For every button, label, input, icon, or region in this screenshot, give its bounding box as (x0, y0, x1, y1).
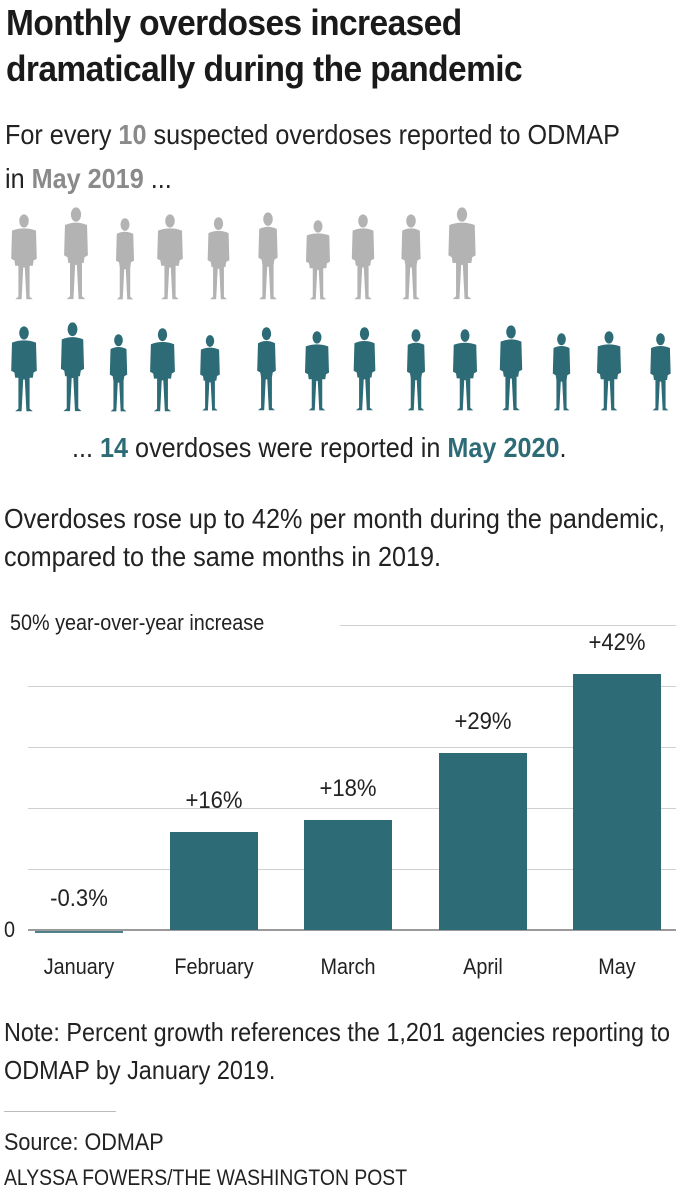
person-silhouette-icon (147, 327, 178, 413)
person-silhouette-icon (154, 213, 186, 301)
person-silhouette-icon (495, 324, 527, 412)
credit-line: ALYSSA FOWERS/THE WASHINGTON POST (4, 1165, 408, 1190)
person-silhouette-icon (252, 211, 284, 301)
zero-baseline (28, 929, 676, 931)
person-silhouette-icon (302, 330, 332, 412)
bar-february (170, 832, 258, 930)
bar-chart: 50% year-over-year increase 0 -0.3% January… (0, 600, 684, 1000)
period-2020: May 2020 (447, 432, 560, 463)
gridline (28, 686, 676, 687)
person-silhouette-icon (104, 333, 133, 413)
page-title: Monthly overdoses increased dramatically… (6, 0, 638, 92)
chart-subhead: Overdoses rose up to 42% per month durin… (4, 503, 666, 572)
person-silhouette-icon (395, 213, 427, 301)
pictogram-row-2019 (0, 205, 684, 305)
pictogram-row-2020 (0, 318, 684, 418)
intro-post: ... (143, 163, 172, 194)
person-silhouette-icon (349, 326, 380, 412)
bar-value-label: +29% (454, 708, 512, 736)
after-pre: ... (72, 432, 101, 463)
y-axis-top-label: 50% year-over-year increase (10, 610, 272, 636)
person-silhouette-icon (445, 206, 479, 301)
person-silhouette-icon (401, 328, 431, 412)
x-axis-label: May (598, 954, 636, 979)
x-axis-label: April (463, 954, 503, 979)
count-2020: 14 (100, 432, 129, 463)
person-silhouette-icon (8, 213, 40, 301)
person-silhouette-icon (303, 219, 333, 301)
bar-may (573, 673, 661, 930)
person-silhouette-icon (594, 330, 624, 412)
bar-value-label: -0.3% (50, 885, 108, 912)
person-silhouette-icon (196, 334, 224, 412)
person-silhouette-icon (450, 328, 480, 412)
gridline (28, 808, 676, 809)
bar-value-label: +18% (319, 775, 377, 803)
bar-april (439, 753, 527, 930)
person-silhouette-icon (59, 206, 93, 301)
intro-mid: suspected overdoses reported to ODMAP in (5, 119, 620, 194)
person-silhouette-icon (203, 216, 234, 301)
after-mid: overdoses were reported in (128, 432, 448, 463)
title-line-2: dramatically during the pandemic (6, 48, 523, 89)
person-silhouette-icon (646, 332, 675, 412)
person-silhouette-icon (110, 217, 140, 301)
person-silhouette-icon (8, 325, 40, 413)
person-silhouette-icon (56, 321, 89, 413)
x-axis-label: March (320, 954, 376, 979)
x-axis-label: February (174, 954, 254, 979)
after-text: ... 14 overdoses were reported in May 20… (72, 428, 648, 468)
y-tick-zero: 0 (4, 917, 16, 942)
period-2019: May 2019 (31, 163, 144, 194)
bar-value-label: +42% (588, 628, 646, 656)
footnote: Note: Percent growth references the 1,20… (4, 1017, 670, 1085)
bar-march (304, 820, 392, 930)
bar-value-label: +16% (185, 787, 243, 815)
intro-pre: For every (5, 119, 119, 150)
x-axis-label: January (43, 954, 115, 979)
intro-text: For every 10 suspected overdoses reporte… (5, 113, 635, 201)
title-line-1: Monthly overdoses increased (6, 2, 462, 43)
bar-january (35, 931, 123, 933)
person-silhouette-icon (347, 213, 379, 301)
after-post: . (559, 432, 567, 463)
person-silhouette-icon (547, 332, 576, 412)
gridline (340, 625, 676, 626)
person-silhouette-icon (251, 326, 282, 412)
count-2019: 10 (118, 119, 147, 150)
gridline (28, 747, 676, 748)
source-line: Source: ODMAP (4, 1129, 164, 1156)
divider (4, 1111, 116, 1112)
